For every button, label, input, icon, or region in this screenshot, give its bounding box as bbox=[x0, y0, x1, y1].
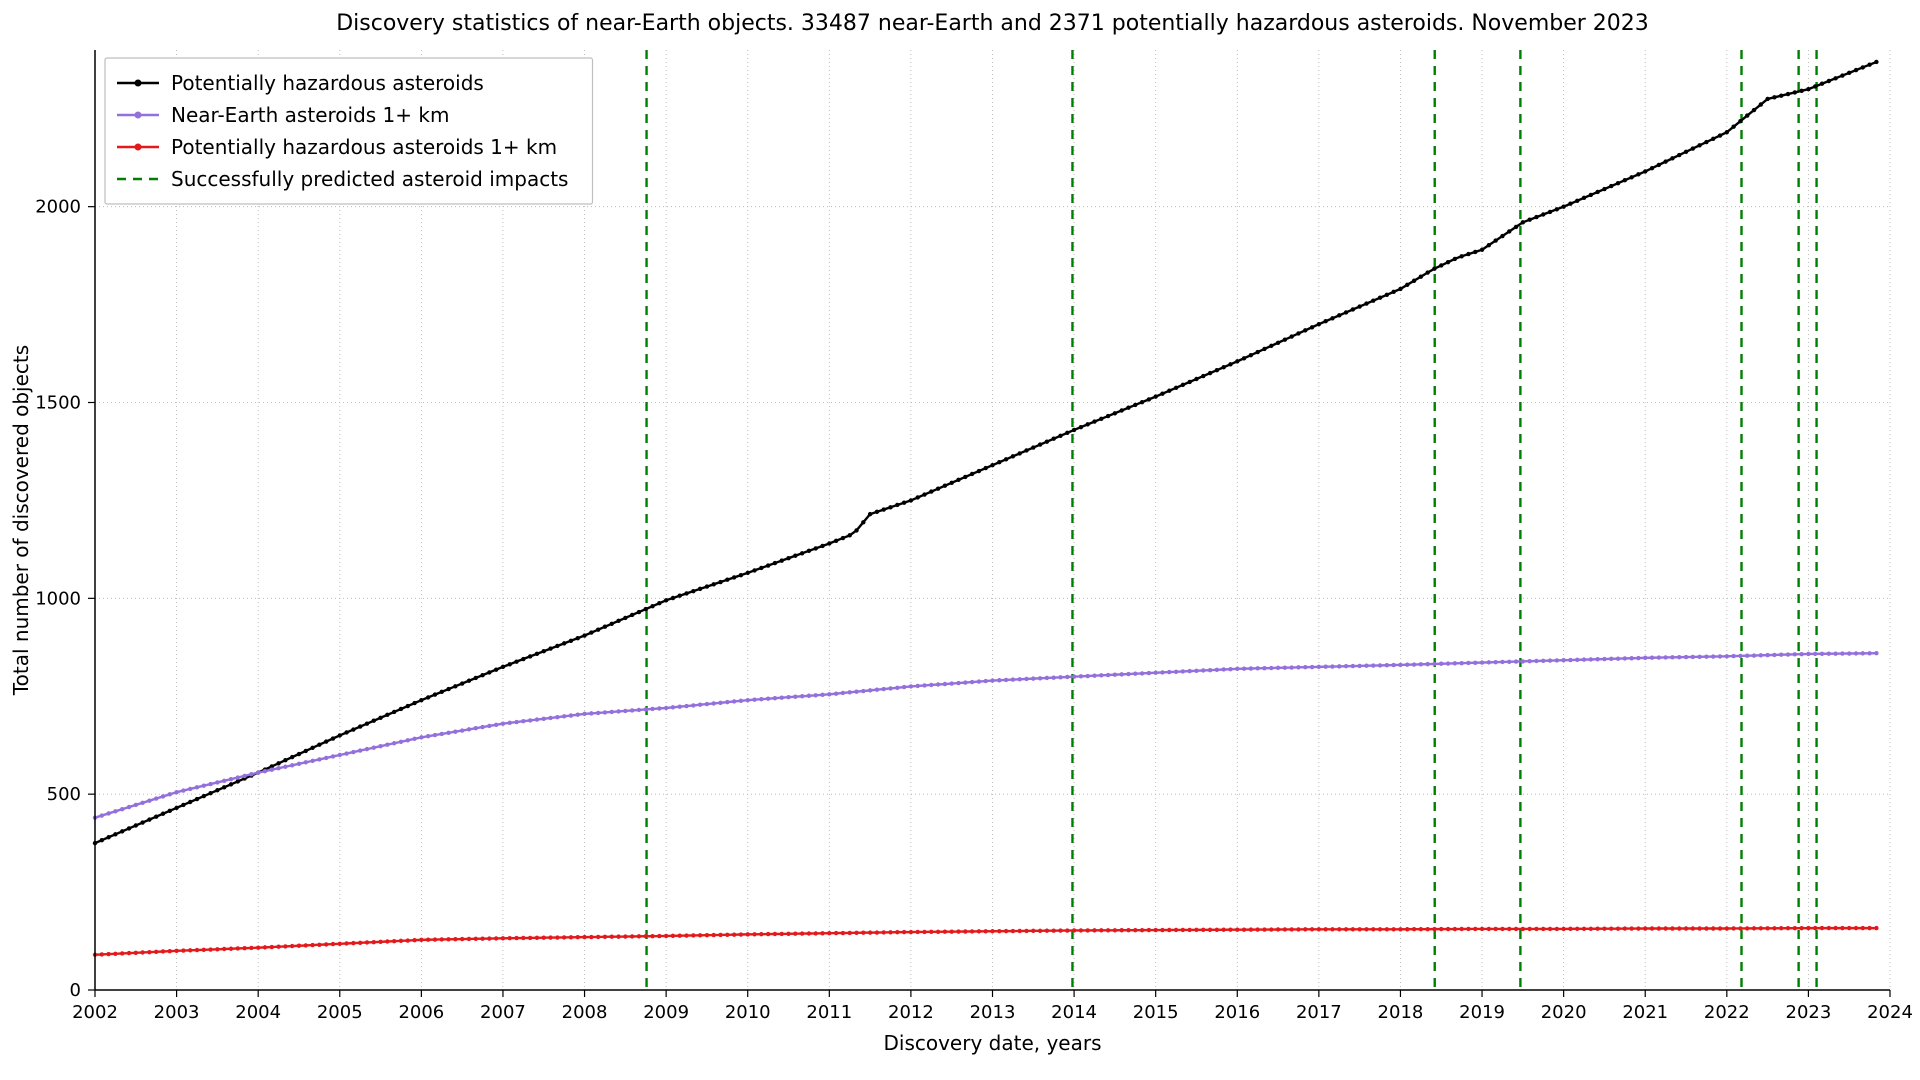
x-tick-label: 2022 bbox=[1704, 1002, 1750, 1023]
y-axis-label: Total number of discovered objects bbox=[9, 345, 33, 696]
x-tick-label: 2023 bbox=[1786, 1002, 1832, 1023]
x-tick-label: 2018 bbox=[1378, 1002, 1424, 1023]
x-tick-label: 2008 bbox=[562, 1002, 608, 1023]
legend-label: Potentially hazardous asteroids bbox=[171, 71, 484, 95]
x-tick-label: 2011 bbox=[806, 1002, 852, 1023]
y-tick-label: 1000 bbox=[35, 588, 81, 609]
x-tick-label: 2020 bbox=[1541, 1002, 1587, 1023]
x-tick-label: 2017 bbox=[1296, 1002, 1342, 1023]
x-tick-label: 2016 bbox=[1214, 1002, 1260, 1023]
x-tick-label: 2021 bbox=[1622, 1002, 1668, 1023]
x-tick-label: 2024 bbox=[1867, 1002, 1913, 1023]
y-tick-label: 500 bbox=[47, 784, 81, 805]
x-tick-label: 2012 bbox=[888, 1002, 934, 1023]
y-tick-label: 0 bbox=[70, 980, 81, 1001]
legend-label: Potentially hazardous asteroids 1+ km bbox=[171, 135, 557, 159]
x-tick-label: 2005 bbox=[317, 1002, 363, 1023]
legend: Potentially hazardous asteroids Near-Eart… bbox=[105, 58, 593, 204]
chart-title: Discovery statistics of near-Earth objec… bbox=[336, 11, 1649, 36]
chart-container: 2002 2003 2004 2005 2006 2007 2008 2009 2010 2011… bbox=[0, 0, 1920, 1080]
x-tick-label: 2019 bbox=[1459, 1002, 1505, 1023]
x-tick-label: 2015 bbox=[1133, 1002, 1179, 1023]
x-tick-label: 2003 bbox=[154, 1002, 200, 1023]
x-axis-label: Discovery date, years bbox=[883, 1031, 1101, 1055]
x-tick-label: 2007 bbox=[480, 1002, 526, 1023]
x-tick-label: 2002 bbox=[72, 1002, 118, 1023]
x-tick-label: 2006 bbox=[398, 1002, 444, 1023]
y-tick-label: 2000 bbox=[35, 197, 81, 218]
legend-label: Successfully predicted asteroid impacts bbox=[171, 167, 568, 191]
x-tick-label: 2010 bbox=[725, 1002, 771, 1023]
y-tick-label: 1500 bbox=[35, 393, 81, 414]
x-tick-label: 2004 bbox=[235, 1002, 281, 1023]
x-tick-label: 2013 bbox=[970, 1002, 1016, 1023]
x-tick-label: 2009 bbox=[643, 1002, 689, 1023]
x-tick-label: 2014 bbox=[1051, 1002, 1097, 1023]
legend-label: Near-Earth asteroids 1+ km bbox=[171, 103, 449, 127]
